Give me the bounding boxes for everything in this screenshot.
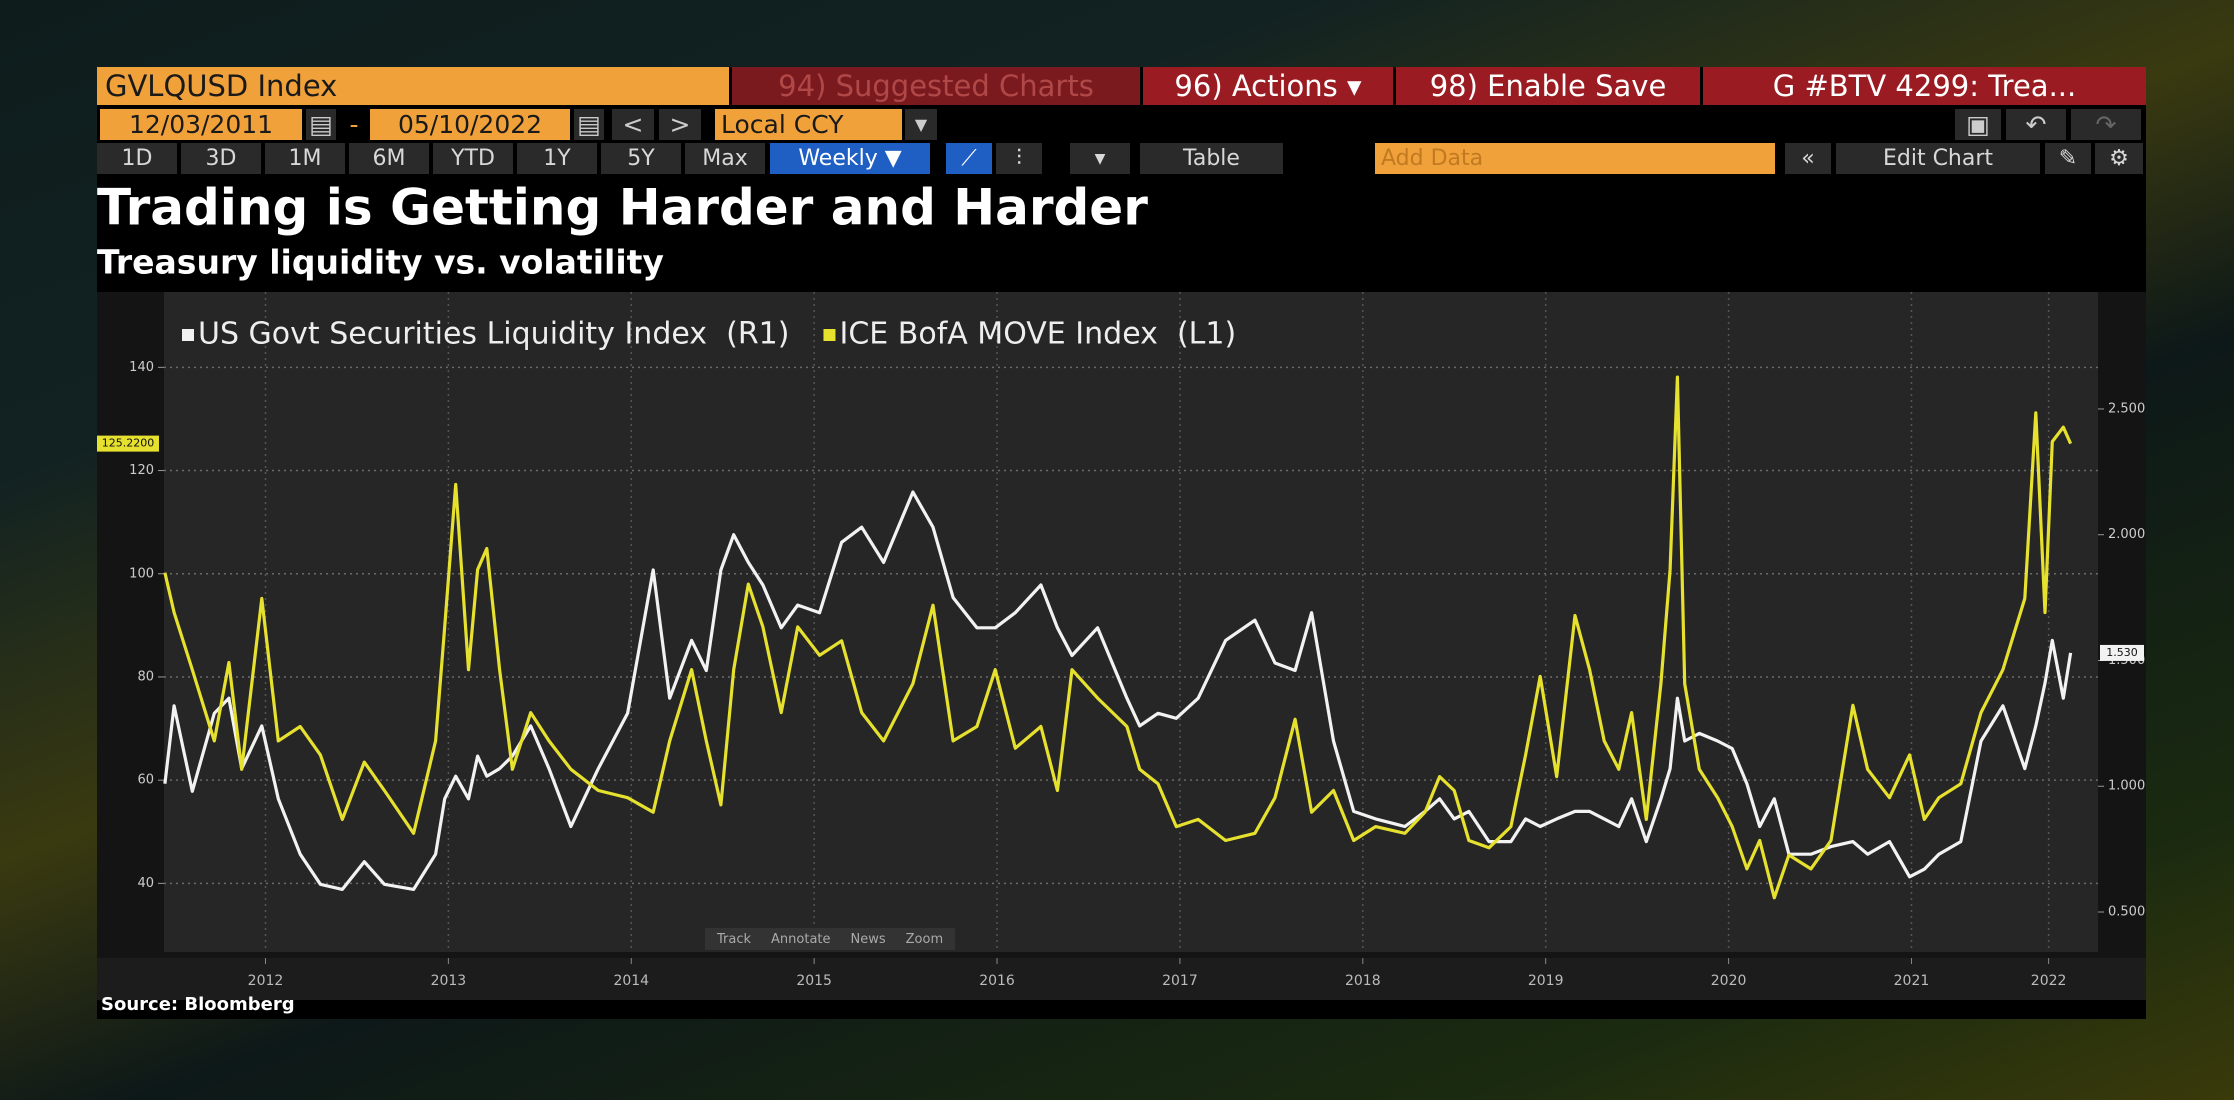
range-button[interactable]: Max	[685, 143, 765, 174]
next-button[interactable]: >	[659, 109, 701, 140]
y2-tick-label: 2.000	[2108, 527, 2145, 542]
chart-subtitle: Treasury liquidity vs. volatility	[97, 243, 664, 282]
legend-swatch	[182, 329, 194, 341]
x-tick-label: 2021	[1894, 973, 1930, 989]
plot-tool[interactable]: News	[850, 931, 886, 947]
redo-icon[interactable]: ↷	[2071, 109, 2141, 140]
x-tick-label: 2022	[2031, 973, 2067, 989]
edit-icon[interactable]: ✎	[2045, 143, 2091, 174]
menu-button[interactable]: 98) Enable Save	[1396, 67, 1700, 105]
y2-tick-label: 0.500	[2108, 905, 2145, 920]
currency-dropdown[interactable]: ▼	[905, 109, 937, 140]
calendar-icon[interactable]: ▤	[306, 109, 336, 140]
frequency-button[interactable]: Weekly ▼	[770, 143, 930, 174]
y2-tick-label: 2.500	[2108, 401, 2145, 416]
x-tick-label: 2019	[1528, 973, 1564, 989]
series-line	[163, 490, 2073, 891]
range-button[interactable]: YTD	[433, 143, 513, 174]
y-tick-label: 140	[129, 360, 154, 375]
y-tick-label: 40	[137, 876, 154, 891]
plot-tool[interactable]: Track	[717, 931, 752, 947]
source: Source: Bloomberg	[101, 994, 295, 1015]
legend-swatch	[823, 329, 836, 341]
range-button[interactable]: 1Y	[517, 143, 597, 174]
chart-title: Trading is Getting Harder and Harder	[97, 179, 1148, 237]
edit-chart-button[interactable]: Edit Chart	[1836, 143, 2040, 174]
x-tick-label: 2018	[1345, 973, 1381, 989]
currency-field[interactable]: Local CCY	[715, 109, 902, 140]
menu-button[interactable]: 96) Actions ▾	[1143, 67, 1393, 105]
plot-tool[interactable]: Zoom	[905, 931, 944, 947]
chart-type-dropdown[interactable]: ▼	[1070, 143, 1130, 174]
line-chart-icon[interactable]: ⟋	[946, 143, 992, 174]
plot-tool[interactable]: Annotate	[771, 931, 831, 947]
y-tick-label: 120	[129, 463, 154, 478]
range-button[interactable]: 1M	[265, 143, 345, 174]
last-value-tag	[2100, 644, 2144, 661]
calendar-icon[interactable]: ▤	[574, 109, 604, 140]
x-tick-label: 2016	[979, 973, 1015, 989]
range-button[interactable]: 6M	[349, 143, 429, 174]
x-tick-label: 2014	[613, 973, 649, 989]
collapse-icon[interactable]: «	[1785, 143, 1831, 174]
range-button[interactable]: 1D	[97, 143, 177, 174]
range-button[interactable]: 3D	[181, 143, 261, 174]
y-tick-label: 80	[137, 669, 154, 684]
series-line	[163, 375, 2073, 900]
plot-area	[164, 292, 2098, 952]
legend-label: ICE BofA MOVE Index (L1)	[839, 317, 1236, 352]
plot-tools: Track Annotate News Zoom	[705, 928, 956, 950]
last-value-label: 1.530	[2106, 646, 2138, 659]
security-field[interactable]: GVLQUSD Index	[97, 67, 729, 105]
end-date[interactable]: 05/10/2022	[370, 109, 570, 140]
y-tick-label: 60	[137, 773, 154, 788]
menu-button[interactable]: G #BTV 4299: Trea...	[1703, 67, 2146, 105]
prev-button[interactable]: <	[612, 109, 654, 140]
play-icon[interactable]: ▣	[1955, 109, 2001, 140]
bar-chart-icon[interactable]: ⫶	[996, 143, 1042, 174]
last-value-tag	[97, 435, 159, 452]
menu-button[interactable]: 94) Suggested Charts	[732, 67, 1140, 105]
x-tick-label: 2012	[248, 973, 284, 989]
date-separator: -	[349, 110, 359, 139]
x-tick-label: 2013	[431, 973, 467, 989]
start-date[interactable]: 12/03/2011	[100, 109, 302, 140]
legend: US Govt Securities Liquidity Index (R1) I…	[182, 317, 1236, 352]
add-data-field[interactable]: Add Data	[1375, 143, 1775, 174]
x-tick-label: 2017	[1162, 973, 1198, 989]
y-tick-label: 100	[129, 566, 154, 581]
x-tick-label: 2020	[1711, 973, 1747, 989]
table-button[interactable]: Table	[1140, 143, 1283, 174]
legend-label: US Govt Securities Liquidity Index (R1)	[198, 317, 789, 352]
x-axis-band	[97, 958, 2146, 1000]
y2-tick-label: 1.000	[2108, 779, 2145, 794]
settings-icon[interactable]: ⚙	[2095, 143, 2143, 174]
last-value-label: 125.2200	[102, 437, 155, 450]
undo-icon[interactable]: ↶	[2006, 109, 2066, 140]
range-button[interactable]: 5Y	[601, 143, 681, 174]
x-tick-label: 2015	[796, 973, 832, 989]
